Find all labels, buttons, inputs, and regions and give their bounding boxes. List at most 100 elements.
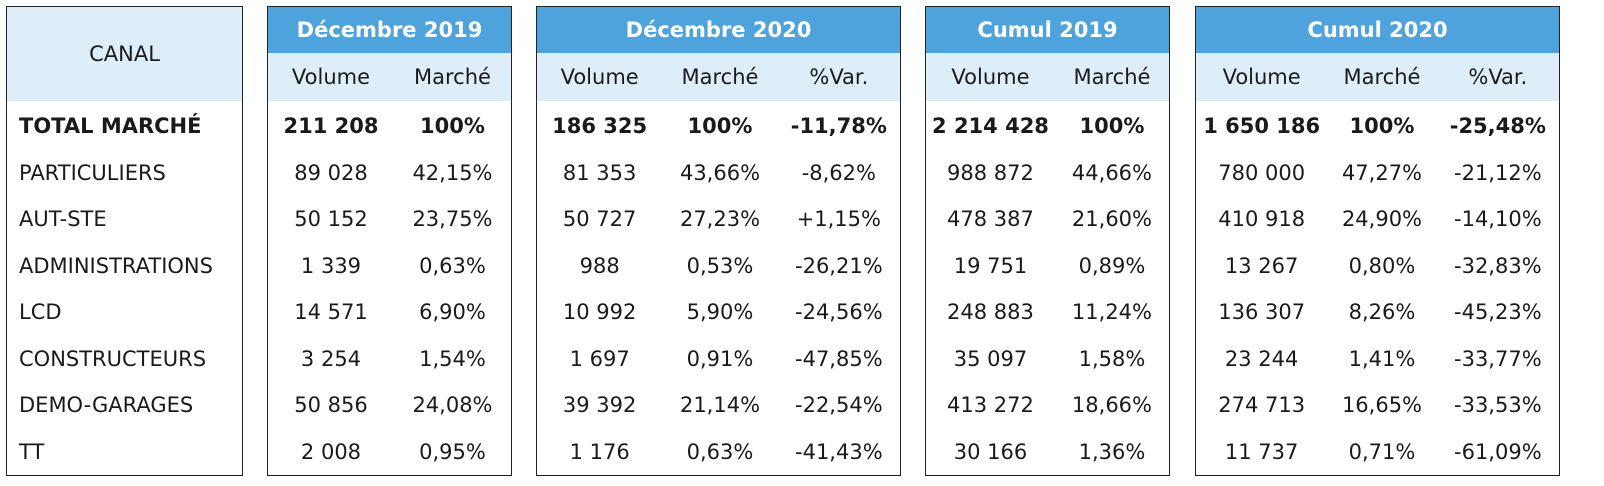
cell-marche: 47,27% <box>1341 160 1423 185</box>
cell-marche: 0,91% <box>686 346 754 371</box>
cell-marche: 100% <box>687 114 753 139</box>
column-header-var: %Var. <box>1468 65 1528 89</box>
cell-marche: 1,58% <box>1078 346 1146 371</box>
group-title: Décembre 2020 <box>537 7 900 53</box>
cell-volume: 2 008 <box>300 439 362 464</box>
cell-marche: 100% <box>1079 114 1145 139</box>
table-row: 89 028 42,15% <box>268 150 511 197</box>
cell-var: -22,54% <box>795 393 883 418</box>
cell-marche: 21,14% <box>679 393 761 418</box>
cell-var: -8,62% <box>801 160 876 185</box>
cell-marche: 1,36% <box>1078 439 1146 464</box>
cell-var: -32,83% <box>1454 253 1542 278</box>
cell-marche: 8,26% <box>1348 300 1416 325</box>
group-rows: 2 214 428 100% 988 872 44,66% 478 387 21,60… <box>926 103 1169 475</box>
table-row: 35 097 1,58% <box>926 336 1169 383</box>
cell-volume: 988 <box>579 253 620 278</box>
cell-volume: 1 697 <box>569 346 630 371</box>
cell-volume: 35 097 <box>953 346 1028 371</box>
table-row: 50 727 27,23% +1,15% <box>537 196 900 243</box>
cell-volume: 39 392 <box>562 393 637 418</box>
cell-volume: 13 267 <box>1224 253 1299 278</box>
cell-marche: 18,66% <box>1071 393 1152 418</box>
cell-volume: 3 254 <box>300 346 362 371</box>
cell-marche: 21,60% <box>1071 207 1152 232</box>
cell-var: +1,15% <box>796 207 881 232</box>
canal-label: DEMO-GARAGES <box>19 393 194 418</box>
column-header-volume: Volume <box>1222 65 1301 89</box>
cell-marche: 6,90% <box>419 300 486 325</box>
group-title: Cumul 2020 <box>1196 7 1559 53</box>
column-header-marche: Marché <box>1073 65 1151 89</box>
group-title: Décembre 2019 <box>268 7 511 53</box>
table-row: 50 856 24,08% <box>268 382 511 429</box>
column-headers: Volume Marché %Var. <box>1196 53 1559 101</box>
table-row: 211 208 100% <box>268 103 511 150</box>
canal-row: CONSTRUCTEURS <box>7 336 242 383</box>
group-rows: 1 650 186 100% -25,48% 780 000 47,27% -21,12… <box>1196 103 1559 475</box>
canal-row: AUT-STE <box>7 196 242 243</box>
cell-marche: 5,90% <box>686 300 754 325</box>
cell-marche: 0,80% <box>1348 253 1416 278</box>
table-row: 39 392 21,14% -22,54% <box>537 382 900 429</box>
cell-volume: 23 244 <box>1224 346 1299 371</box>
table-row: 2 214 428 100% <box>926 103 1169 150</box>
table-row: 136 307 8,26% -45,23% <box>1196 289 1559 336</box>
group-panel-dec-2019: Décembre 2019 Volume Marché 211 208 100% … <box>267 6 512 476</box>
canal-row: PARTICULIERS <box>7 150 242 197</box>
group-panel-cumul-2020: Cumul 2020 Volume Marché %Var. 1 650 186… <box>1195 6 1560 476</box>
table-row: 780 000 47,27% -21,12% <box>1196 150 1559 197</box>
canal-row: LCD <box>7 289 242 336</box>
cell-var: -26,21% <box>795 253 883 278</box>
canal-row: DEMO-GARAGES <box>7 382 242 429</box>
table-row: 274 713 16,65% -33,53% <box>1196 382 1559 429</box>
cell-var: -33,77% <box>1454 346 1542 371</box>
table-row: 1 339 0,63% <box>268 243 511 290</box>
table-row: 988 0,53% -26,21% <box>537 243 900 290</box>
column-header-volume: Volume <box>291 65 371 89</box>
cell-volume: 274 713 <box>1218 393 1306 418</box>
table-row: 14 571 6,90% <box>268 289 511 336</box>
table-row: 13 267 0,80% -32,83% <box>1196 243 1559 290</box>
cell-marche: 43,66% <box>679 160 761 185</box>
cell-marche: 44,66% <box>1071 160 1152 185</box>
cell-var: -11,78% <box>790 114 887 139</box>
cell-var: -14,10% <box>1454 207 1542 232</box>
cell-marche: 0,63% <box>686 439 754 464</box>
cell-volume: 780 000 <box>1218 160 1306 185</box>
cell-marche: 16,65% <box>1341 393 1423 418</box>
column-header-volume: Volume <box>560 65 639 89</box>
cell-var: -61,09% <box>1454 439 1542 464</box>
canal-row: TOTAL MARCHÉ <box>7 103 242 150</box>
group-panel-dec-2020: Décembre 2020 Volume Marché %Var. 186 32… <box>536 6 901 476</box>
cell-var: -24,56% <box>795 300 883 325</box>
cell-volume: 30 166 <box>953 439 1028 464</box>
column-header-marche: Marché <box>1343 65 1421 89</box>
cell-volume: 50 727 <box>562 207 637 232</box>
cell-volume: 2 214 428 <box>932 114 1049 139</box>
cell-volume: 136 307 <box>1218 300 1306 325</box>
canal-label: AUT-STE <box>19 207 107 232</box>
canal-header: CANAL <box>7 7 242 101</box>
table-row: 30 166 1,36% <box>926 429 1169 476</box>
canal-panel: CANAL TOTAL MARCHÉ PARTICULIERS AUT-STE … <box>6 6 243 476</box>
cell-var: -33,53% <box>1454 393 1542 418</box>
table-row: 1 697 0,91% -47,85% <box>537 336 900 383</box>
column-header-marche: Marché <box>681 65 759 89</box>
cell-volume: 211 208 <box>283 114 379 139</box>
cell-marche: 0,53% <box>686 253 754 278</box>
table-row: 50 152 23,75% <box>268 196 511 243</box>
canal-label: LCD <box>19 300 62 325</box>
cell-marche: 0,89% <box>1078 253 1146 278</box>
cell-marche: 100% <box>1349 114 1415 139</box>
table-row: 1 650 186 100% -25,48% <box>1196 103 1559 150</box>
table-row: 413 272 18,66% <box>926 382 1169 429</box>
table-row: 81 353 43,66% -8,62% <box>537 150 900 197</box>
cell-volume: 248 883 <box>947 300 1034 325</box>
cell-marche: 1,54% <box>419 346 486 371</box>
cell-volume: 413 272 <box>947 393 1034 418</box>
column-headers: Volume Marché <box>268 53 511 101</box>
cell-volume: 1 339 <box>300 253 362 278</box>
canal-label: TT <box>19 439 45 464</box>
cell-var: -47,85% <box>795 346 883 371</box>
